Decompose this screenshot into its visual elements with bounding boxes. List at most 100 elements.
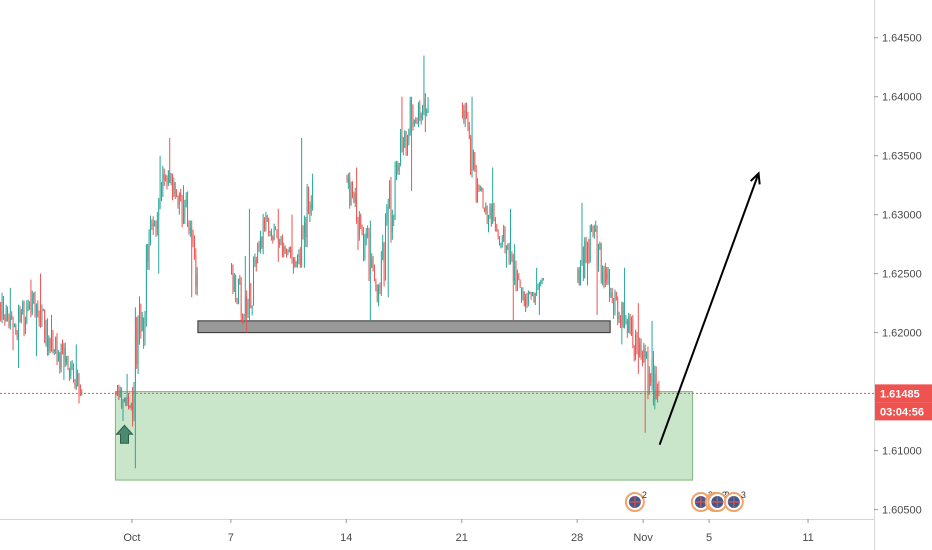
candle-down xyxy=(640,338,642,360)
countdown-badge: 03:04:56 xyxy=(875,402,932,421)
candle-body xyxy=(266,215,268,219)
candle-body xyxy=(40,320,41,322)
candle-body xyxy=(36,304,37,314)
price-tick-label: 1.62500 xyxy=(882,269,922,281)
candle-body xyxy=(143,317,144,342)
candle-body xyxy=(640,342,642,355)
candle-down xyxy=(44,309,46,344)
candle-down xyxy=(647,346,649,400)
candle-body xyxy=(272,237,274,241)
candle-down xyxy=(346,174,348,183)
event-marker[interactable]: 3 xyxy=(723,490,746,512)
candle-down xyxy=(258,240,260,252)
candle-body xyxy=(485,205,487,212)
candle-body xyxy=(288,247,290,252)
candle-body xyxy=(47,319,48,351)
candle-up xyxy=(26,300,28,325)
candle-body xyxy=(177,196,179,205)
candle-up xyxy=(156,211,158,236)
candle-up xyxy=(350,181,352,206)
candle-up xyxy=(646,351,648,359)
candle-up xyxy=(55,336,57,355)
candle-body xyxy=(291,255,293,261)
candle-body xyxy=(176,193,177,197)
candle-down xyxy=(270,228,272,241)
candle-up xyxy=(48,335,50,356)
candle-body xyxy=(416,121,418,123)
candle-down xyxy=(11,311,13,320)
price-axis[interactable]: 1.64500 1.64000 1.63500 1.63000 1.62500 1.620… xyxy=(874,33,922,517)
candle-body xyxy=(390,186,392,232)
candle-down xyxy=(490,203,492,227)
candle-body xyxy=(375,280,377,287)
candle-body xyxy=(178,192,180,205)
candle-up xyxy=(514,244,516,286)
candle-up xyxy=(295,261,297,268)
candle-down xyxy=(416,117,418,125)
candle-down xyxy=(543,278,545,281)
candle-down xyxy=(255,256,257,272)
candle-body xyxy=(56,336,58,362)
time-axis[interactable]: Oct 7 14 21 28 Nov 5 11 xyxy=(123,519,814,544)
candle-body xyxy=(628,316,630,333)
candle-body xyxy=(463,110,465,120)
candle-down xyxy=(239,274,241,285)
candle-up xyxy=(178,192,180,215)
candle-down xyxy=(362,227,364,262)
candle-up xyxy=(265,211,267,232)
candle-body xyxy=(518,275,520,280)
candle-body xyxy=(174,183,176,194)
candle-body xyxy=(618,315,620,320)
flag-cross xyxy=(711,496,724,508)
candle-down xyxy=(636,331,638,355)
candle-body xyxy=(187,199,188,227)
candle-body xyxy=(374,271,375,281)
candle-down xyxy=(180,188,182,202)
candle-down xyxy=(30,279,32,318)
candle-body xyxy=(592,231,594,233)
candle-body xyxy=(145,244,147,313)
candle-up xyxy=(154,220,156,227)
candle-down xyxy=(268,217,270,237)
candle-up xyxy=(472,149,474,171)
time-tick-label: 14 xyxy=(340,532,352,544)
candle-up xyxy=(297,254,299,268)
candle-body xyxy=(493,203,495,221)
candle-body xyxy=(147,244,149,262)
candle-body xyxy=(9,315,11,326)
candle-body xyxy=(295,261,297,268)
candle-body xyxy=(407,140,408,150)
candle-up xyxy=(5,304,7,322)
candle-up xyxy=(273,223,275,241)
candle-up xyxy=(288,246,290,253)
candle-down xyxy=(272,235,274,244)
candle-up xyxy=(643,342,645,363)
candle-down xyxy=(424,93,426,133)
candle-body xyxy=(515,265,517,289)
candle-body xyxy=(306,186,308,238)
candle-body xyxy=(402,141,404,153)
candle-body xyxy=(159,200,161,207)
candle-up xyxy=(607,266,609,286)
candle-body xyxy=(655,373,657,398)
candle-body xyxy=(584,240,586,278)
candle-up xyxy=(541,277,543,284)
candle-up xyxy=(371,253,373,269)
candle-body xyxy=(595,229,597,232)
up-arrow-marker[interactable] xyxy=(115,424,134,444)
candle-body xyxy=(12,318,14,327)
resistance-zone[interactable] xyxy=(197,320,611,334)
candle-body xyxy=(503,228,505,239)
candle-body xyxy=(639,342,641,356)
candle-body xyxy=(181,196,183,223)
trend-arrow-line[interactable] xyxy=(658,173,760,446)
candle-up xyxy=(51,314,53,352)
candle-down xyxy=(512,253,514,321)
event-marker[interactable]: 2 xyxy=(624,490,647,512)
demand-zone[interactable] xyxy=(114,391,694,481)
candle-body xyxy=(34,292,36,314)
candle-body xyxy=(67,357,69,370)
candle-body xyxy=(162,174,164,190)
candle-body xyxy=(587,244,588,262)
